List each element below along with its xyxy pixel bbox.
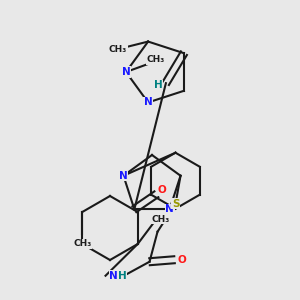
Text: N: N [109, 271, 118, 281]
Text: O: O [177, 255, 186, 265]
Text: CH₃: CH₃ [147, 56, 165, 64]
Text: CH₃: CH₃ [73, 239, 92, 248]
Text: N: N [144, 98, 152, 107]
Text: CH₃: CH₃ [152, 214, 170, 224]
Text: CH₃: CH₃ [109, 45, 127, 54]
Text: N: N [122, 67, 130, 77]
Text: N: N [165, 204, 174, 214]
Text: S: S [172, 199, 179, 209]
Text: N: N [119, 171, 128, 181]
Text: H: H [154, 80, 162, 90]
Text: O: O [158, 185, 167, 195]
Text: H: H [118, 271, 127, 281]
